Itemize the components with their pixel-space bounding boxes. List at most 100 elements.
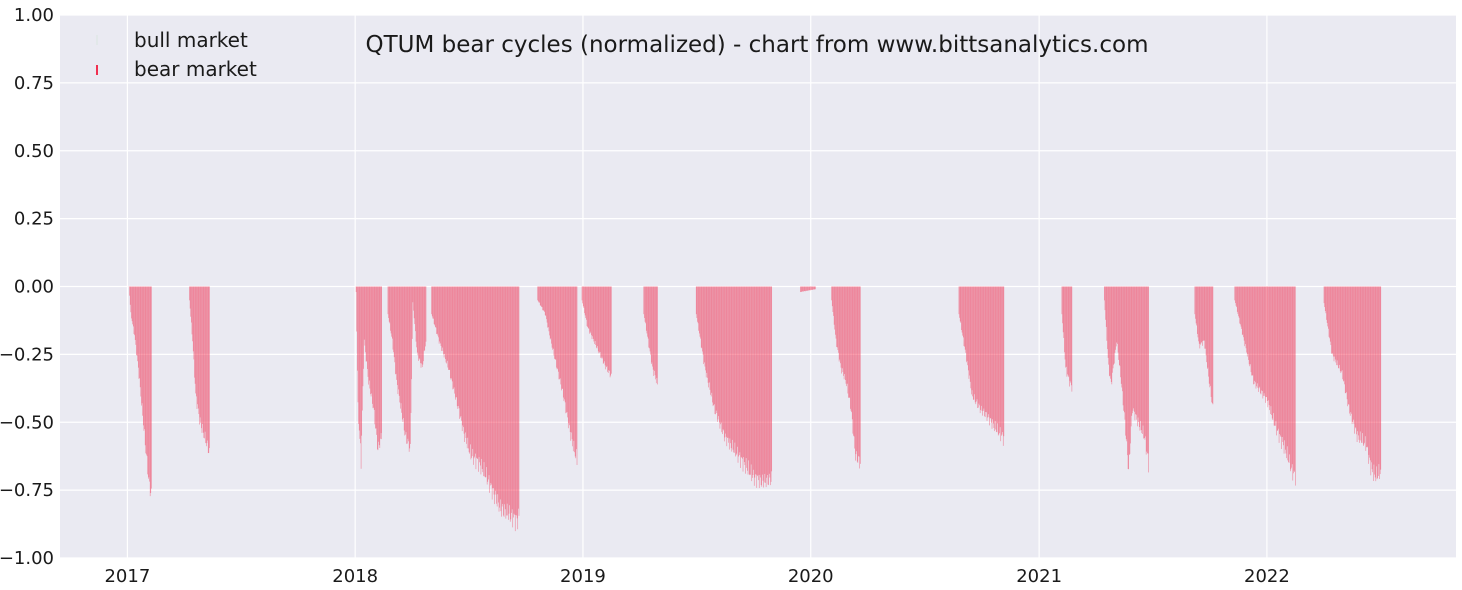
bear-bar [562,286,563,389]
bear-bar [559,286,561,379]
bear-bar [739,286,741,453]
bear-bar [1202,286,1203,346]
y-tick-label: 0.00 [14,277,54,298]
bear-bar [1341,286,1343,371]
bear-bar [1246,286,1247,353]
bear-bar [136,286,138,356]
bear-bar [1284,286,1285,441]
bear-bar [1345,286,1347,394]
bear-bar [602,286,604,364]
bear-bar [1330,286,1332,346]
bear-bar [649,286,650,349]
bear-bar [458,286,459,407]
bear-bar [1324,286,1326,311]
y-tick-label: −0.75 [0,480,54,501]
bear-bar [1260,286,1261,394]
bear-bar [549,286,551,340]
bear-bar [1334,286,1335,357]
x-tick-label: 2022 [1244,566,1290,587]
bear-bar [1331,286,1332,354]
bear-bar [390,286,391,331]
bear-bar [709,286,710,383]
bear-bar [209,286,210,449]
bear-bar [1197,286,1199,338]
y-axis-ticks: −1.00 −0.75 −0.50 −0.25 0.00 0.25 0.50 0.75 1.00 [0,5,54,569]
bear-bar [373,286,375,410]
bear-bar [557,286,559,372]
bear-bar [805,286,807,291]
bear-bar [1105,286,1107,327]
bear-bar [470,286,471,445]
bear-bar [569,286,571,433]
bear-bar [369,286,371,389]
bear-bar [139,286,141,388]
bear-bar [645,286,646,324]
bear-bar [549,286,550,336]
bear-bar [364,286,366,346]
bear-bar [1326,286,1327,320]
bear-bar [413,286,415,319]
bear-bar [495,286,497,495]
bear-bar [714,286,715,405]
bear-bar [991,286,992,423]
bear-bar [389,286,391,324]
bear-bar [1283,286,1284,446]
bear-bar [735,286,736,457]
bear-bar [746,286,748,468]
bear-bar [407,286,409,439]
bear-bar [1128,286,1130,455]
bear-bar [1379,286,1381,475]
bear-bar [443,286,444,355]
bear-bar [992,286,993,420]
bear-bar [1377,286,1378,479]
bear-bar [977,286,979,408]
bear-bar [1324,286,1325,308]
bear-bar [967,286,969,371]
bear-bar [1208,286,1210,384]
bear-bar [493,286,494,489]
bear-bar [720,286,721,425]
bear-bar [548,286,549,328]
bear-bar [726,286,728,447]
bear-bar [439,286,441,342]
bear-bar [769,286,771,478]
bear-bar [840,286,842,368]
bear-bar [474,286,475,457]
bear-bar [474,286,476,454]
bear-bar [1108,286,1110,365]
bear-bar [571,286,573,440]
bear-bar [374,286,376,425]
bear-bar [1368,286,1369,464]
bear-bar [723,286,725,442]
bear-bar [1371,286,1372,463]
bear-bar [133,286,135,334]
bear-bar [1200,286,1202,344]
bear-bar [574,286,576,457]
bear-bar [1255,286,1256,383]
bear-bar [206,286,208,444]
bear-bar [497,286,499,495]
bear-bar [558,286,560,380]
bear-bar [582,286,583,304]
bear-bar [1240,286,1241,325]
bear-bar [143,286,145,431]
bear-bar [971,286,972,395]
bear-bar [1372,286,1373,473]
bear-bar [1104,286,1106,311]
bear-bar [391,286,392,337]
bear-bar [1111,286,1113,385]
bear-bar [752,286,753,478]
bear-bar [1199,286,1201,349]
bear-bar [606,286,607,368]
bear-bar [646,286,648,334]
bear-bar [962,286,963,336]
bear-bar [375,286,377,429]
bear-bar [1063,286,1065,338]
bear-bar [1000,286,1002,442]
bear-bar [1355,286,1357,429]
bear-bar [515,286,517,515]
bear-bar [1344,286,1345,385]
bear-bar [589,286,590,334]
bear-bar [360,286,361,444]
bear-bar [406,286,408,444]
